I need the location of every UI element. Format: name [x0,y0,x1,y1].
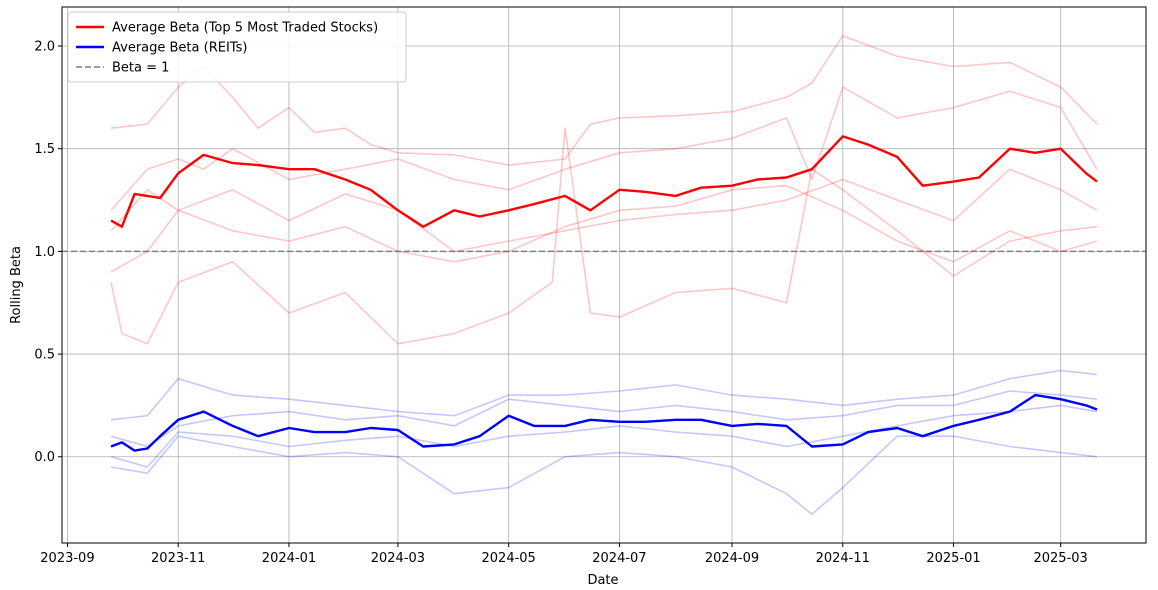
series-line-individual-9 [110,404,1098,468]
x-tick-label: 2024-07 [592,551,646,566]
x-axis-title: Date [587,573,618,588]
series-line-individual-6 [110,127,1098,345]
legend-label: Average Beta (REITs) [112,41,247,56]
x-tick-label: 2025-01 [926,551,980,566]
series-line-individual-7 [110,369,1098,421]
y-tick-label: 0.0 [34,450,55,465]
x-tick-label: 2024-11 [816,551,870,566]
x-axis-ticks: 2023-09 2023-11 2024-01 2024-03 2024-05 2024-… [40,543,1088,566]
series-line-individual-8 [110,390,1098,448]
x-tick-label: 2023-11 [151,551,205,566]
y-axis-ticks: 0.0 0.5 1.0 1.5 2.0 [34,40,62,465]
x-tick-label: 2024-05 [482,551,536,566]
series-line-individual-4 [110,168,1098,253]
x-tick-label: 2025-03 [1033,551,1087,566]
y-tick-label: 1.5 [34,142,55,157]
y-tick-label: 0.5 [34,348,55,363]
series-line-individual-2 [110,34,1098,166]
x-tick-label: 2023-09 [40,551,94,566]
plot-frame [61,6,1147,544]
legend-label: Beta = 1 [112,61,169,76]
series-line-average-1 [110,393,1098,452]
average-series-group [110,135,1098,452]
legend-box [67,11,407,83]
x-tick-label: 2024-03 [371,551,425,566]
individual-series-group [110,34,1098,516]
legend-label: Average Beta (Top 5 Most Traded Stocks) [112,21,378,36]
x-tick-label: 2024-01 [262,551,316,566]
series-line-average-0 [110,135,1098,228]
x-tick-label: 2024-09 [705,551,759,566]
series-line-individual-5 [110,184,1098,273]
series-line-individual-10 [110,435,1098,516]
y-tick-label: 2.0 [34,40,55,55]
plot-area [62,7,1146,543]
legend: Average Beta (Top 5 Most Traded Stocks) A… [67,11,407,83]
y-tick-label: 1.0 [34,245,55,260]
y-axis-title: Rolling Beta [9,246,24,324]
